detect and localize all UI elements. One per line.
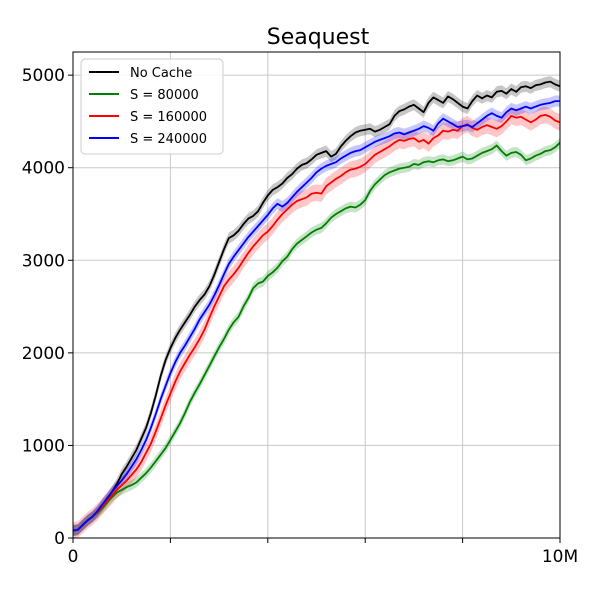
legend: No Cache S = 80000 S = 160000 S = 240000 [80, 58, 224, 155]
legend-label-2: S = 160000 [130, 110, 207, 125]
legend-label-3: S = 240000 [130, 132, 207, 147]
y-tick-label-1: 1000 [22, 436, 65, 456]
series-lines [72, 80, 561, 532]
y-tick-label-5: 5000 [22, 66, 65, 86]
grid [73, 52, 560, 538]
x-tick-label-0: 0 [68, 547, 79, 567]
y-tick-label-0: 0 [54, 529, 65, 549]
legend-box [80, 58, 224, 155]
series-line-0 [72, 80, 561, 532]
series-line-3 [72, 100, 560, 532]
x-tick-label-1: 10M [542, 547, 578, 567]
legend-label-0: No Cache [130, 66, 192, 81]
series-line-1 [72, 142, 561, 532]
y-tick-label-3: 3000 [22, 251, 65, 271]
series-line-2 [72, 114, 561, 532]
y-tick-label-2: 2000 [22, 344, 65, 364]
plot-frame [72, 51, 561, 539]
legend-label-1: S = 80000 [130, 88, 199, 103]
y-tick-label-4: 4000 [22, 159, 65, 179]
axis-ticks: 0 1000 2000 3000 4000 5000 0 10M [22, 66, 578, 567]
chart-title: Seaquest [267, 25, 370, 50]
